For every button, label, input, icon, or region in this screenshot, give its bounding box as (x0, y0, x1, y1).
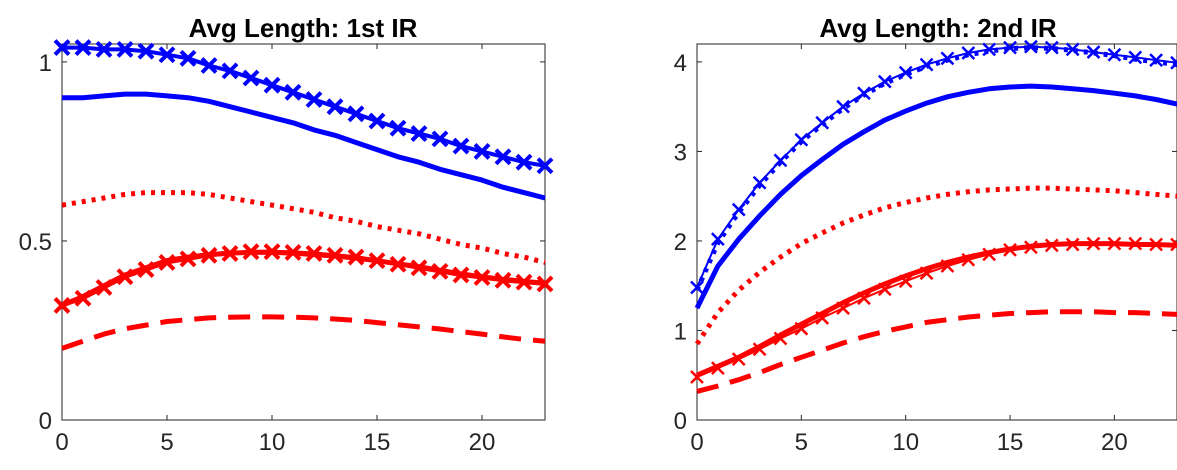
data-point-marker (1065, 42, 1080, 57)
x-tick-label: 10 (892, 429, 919, 456)
data-point-marker (1170, 55, 1177, 70)
data-point-marker (242, 69, 260, 87)
chart-panel-2nd-ir: Avg Length: 2nd IR 0 5 10 15 20 0 1 2 3 4 (674, 13, 1177, 456)
data-point-marker (1065, 237, 1080, 252)
series-line (61, 249, 546, 308)
data-point-marker (710, 361, 725, 375)
y-tick-label: 1 (674, 318, 687, 345)
series-line (696, 241, 1177, 378)
x-tick-label: 0 (690, 429, 703, 456)
data-point-marker (305, 91, 323, 108)
plot-area: 0 5 10 15 20 0 0.5 1 (19, 39, 554, 456)
series-line (696, 45, 1177, 288)
data-point-marker (53, 39, 71, 56)
data-point-marker (773, 331, 788, 346)
chart-title: Avg Length: 2nd IR (819, 13, 1057, 43)
data-point-marker (536, 157, 554, 175)
y-tick-label: 0 (39, 408, 52, 435)
y-tick-label: 0.5 (19, 229, 52, 256)
data-point-marker (1024, 240, 1038, 255)
data-point-marker (536, 275, 554, 293)
data-point-marker (982, 247, 997, 262)
chart-title: Avg Length: 1st IR (189, 13, 418, 43)
x-tick-label: 10 (259, 429, 286, 456)
x-tick-label: 0 (55, 429, 68, 456)
data-point-marker (368, 112, 386, 130)
data-point-marker (961, 46, 976, 60)
plot-area-frame (61, 43, 546, 421)
data-point-marker (731, 352, 746, 367)
data-point-marker (1170, 237, 1177, 252)
x-tick-label: 15 (997, 429, 1024, 456)
data-point-marker (940, 259, 955, 273)
data-point-marker (1149, 237, 1164, 252)
data-point-marker (919, 266, 934, 281)
data-point-marker (95, 40, 113, 58)
data-point-marker (515, 153, 533, 171)
data-point-marker (473, 143, 491, 160)
data-point-marker (961, 252, 976, 267)
data-point-marker (836, 301, 850, 315)
data-point-marker (1044, 40, 1059, 55)
data-point-marker (116, 40, 134, 58)
data-point-marker (74, 39, 92, 56)
y-tick-label: 2 (674, 229, 687, 256)
x-tick-label: 20 (1101, 429, 1128, 456)
data-point-marker (1107, 236, 1122, 251)
data-point-marker (452, 137, 470, 155)
data-point-marker (158, 46, 176, 64)
data-point-marker (1003, 243, 1017, 257)
y-tick-label: 3 (674, 139, 687, 166)
data-point-marker (1044, 238, 1059, 253)
plot-area-frame (696, 43, 1177, 421)
x-tick-label: 15 (364, 429, 391, 456)
series-line (694, 185, 1177, 346)
data-point-marker (1003, 40, 1017, 55)
data-point-marker (263, 76, 281, 94)
data-point-marker (431, 130, 449, 148)
data-point-marker (389, 119, 407, 137)
data-point-marker (1086, 45, 1101, 59)
data-point-marker (1086, 236, 1101, 251)
x-tick-label: 5 (795, 429, 808, 456)
data-point-marker (690, 370, 704, 384)
data-point-marker (221, 62, 239, 80)
series-line (694, 83, 1177, 310)
series-line (61, 190, 546, 265)
series-line (61, 249, 546, 308)
y-tick-label: 4 (674, 50, 687, 77)
data-point-marker (410, 125, 428, 142)
data-point-marker (284, 83, 302, 101)
data-point-marker (137, 42, 155, 60)
data-point-marker (857, 291, 871, 306)
data-point-marker (794, 321, 809, 336)
chart-panel-1st-ir: Avg Length: 1st IR 0 5 10 15 20 0 0.5 1 (19, 13, 554, 456)
data-point-marker (326, 98, 344, 116)
plot-area: 0 5 10 15 20 0 1 2 3 4 (674, 39, 1177, 456)
series-line (62, 91, 546, 201)
data-point-marker (877, 282, 892, 297)
data-point-marker (200, 57, 218, 74)
series-line (696, 309, 1177, 394)
data-point-marker (1128, 236, 1143, 251)
data-point-marker (898, 274, 913, 289)
data-point-marker (1024, 39, 1038, 54)
x-tick-label: 5 (160, 429, 173, 456)
data-point-marker (179, 49, 197, 67)
data-point-marker (752, 342, 767, 357)
data-point-marker (494, 148, 512, 166)
series-line (62, 45, 546, 168)
x-tick-label: 20 (469, 429, 496, 456)
y-tick-label: 1 (39, 50, 52, 77)
series-line (61, 314, 546, 351)
series-line (694, 45, 1177, 292)
data-point-marker (347, 105, 365, 123)
y-tick-label: 0 (674, 408, 687, 435)
data-point-marker (815, 311, 830, 325)
